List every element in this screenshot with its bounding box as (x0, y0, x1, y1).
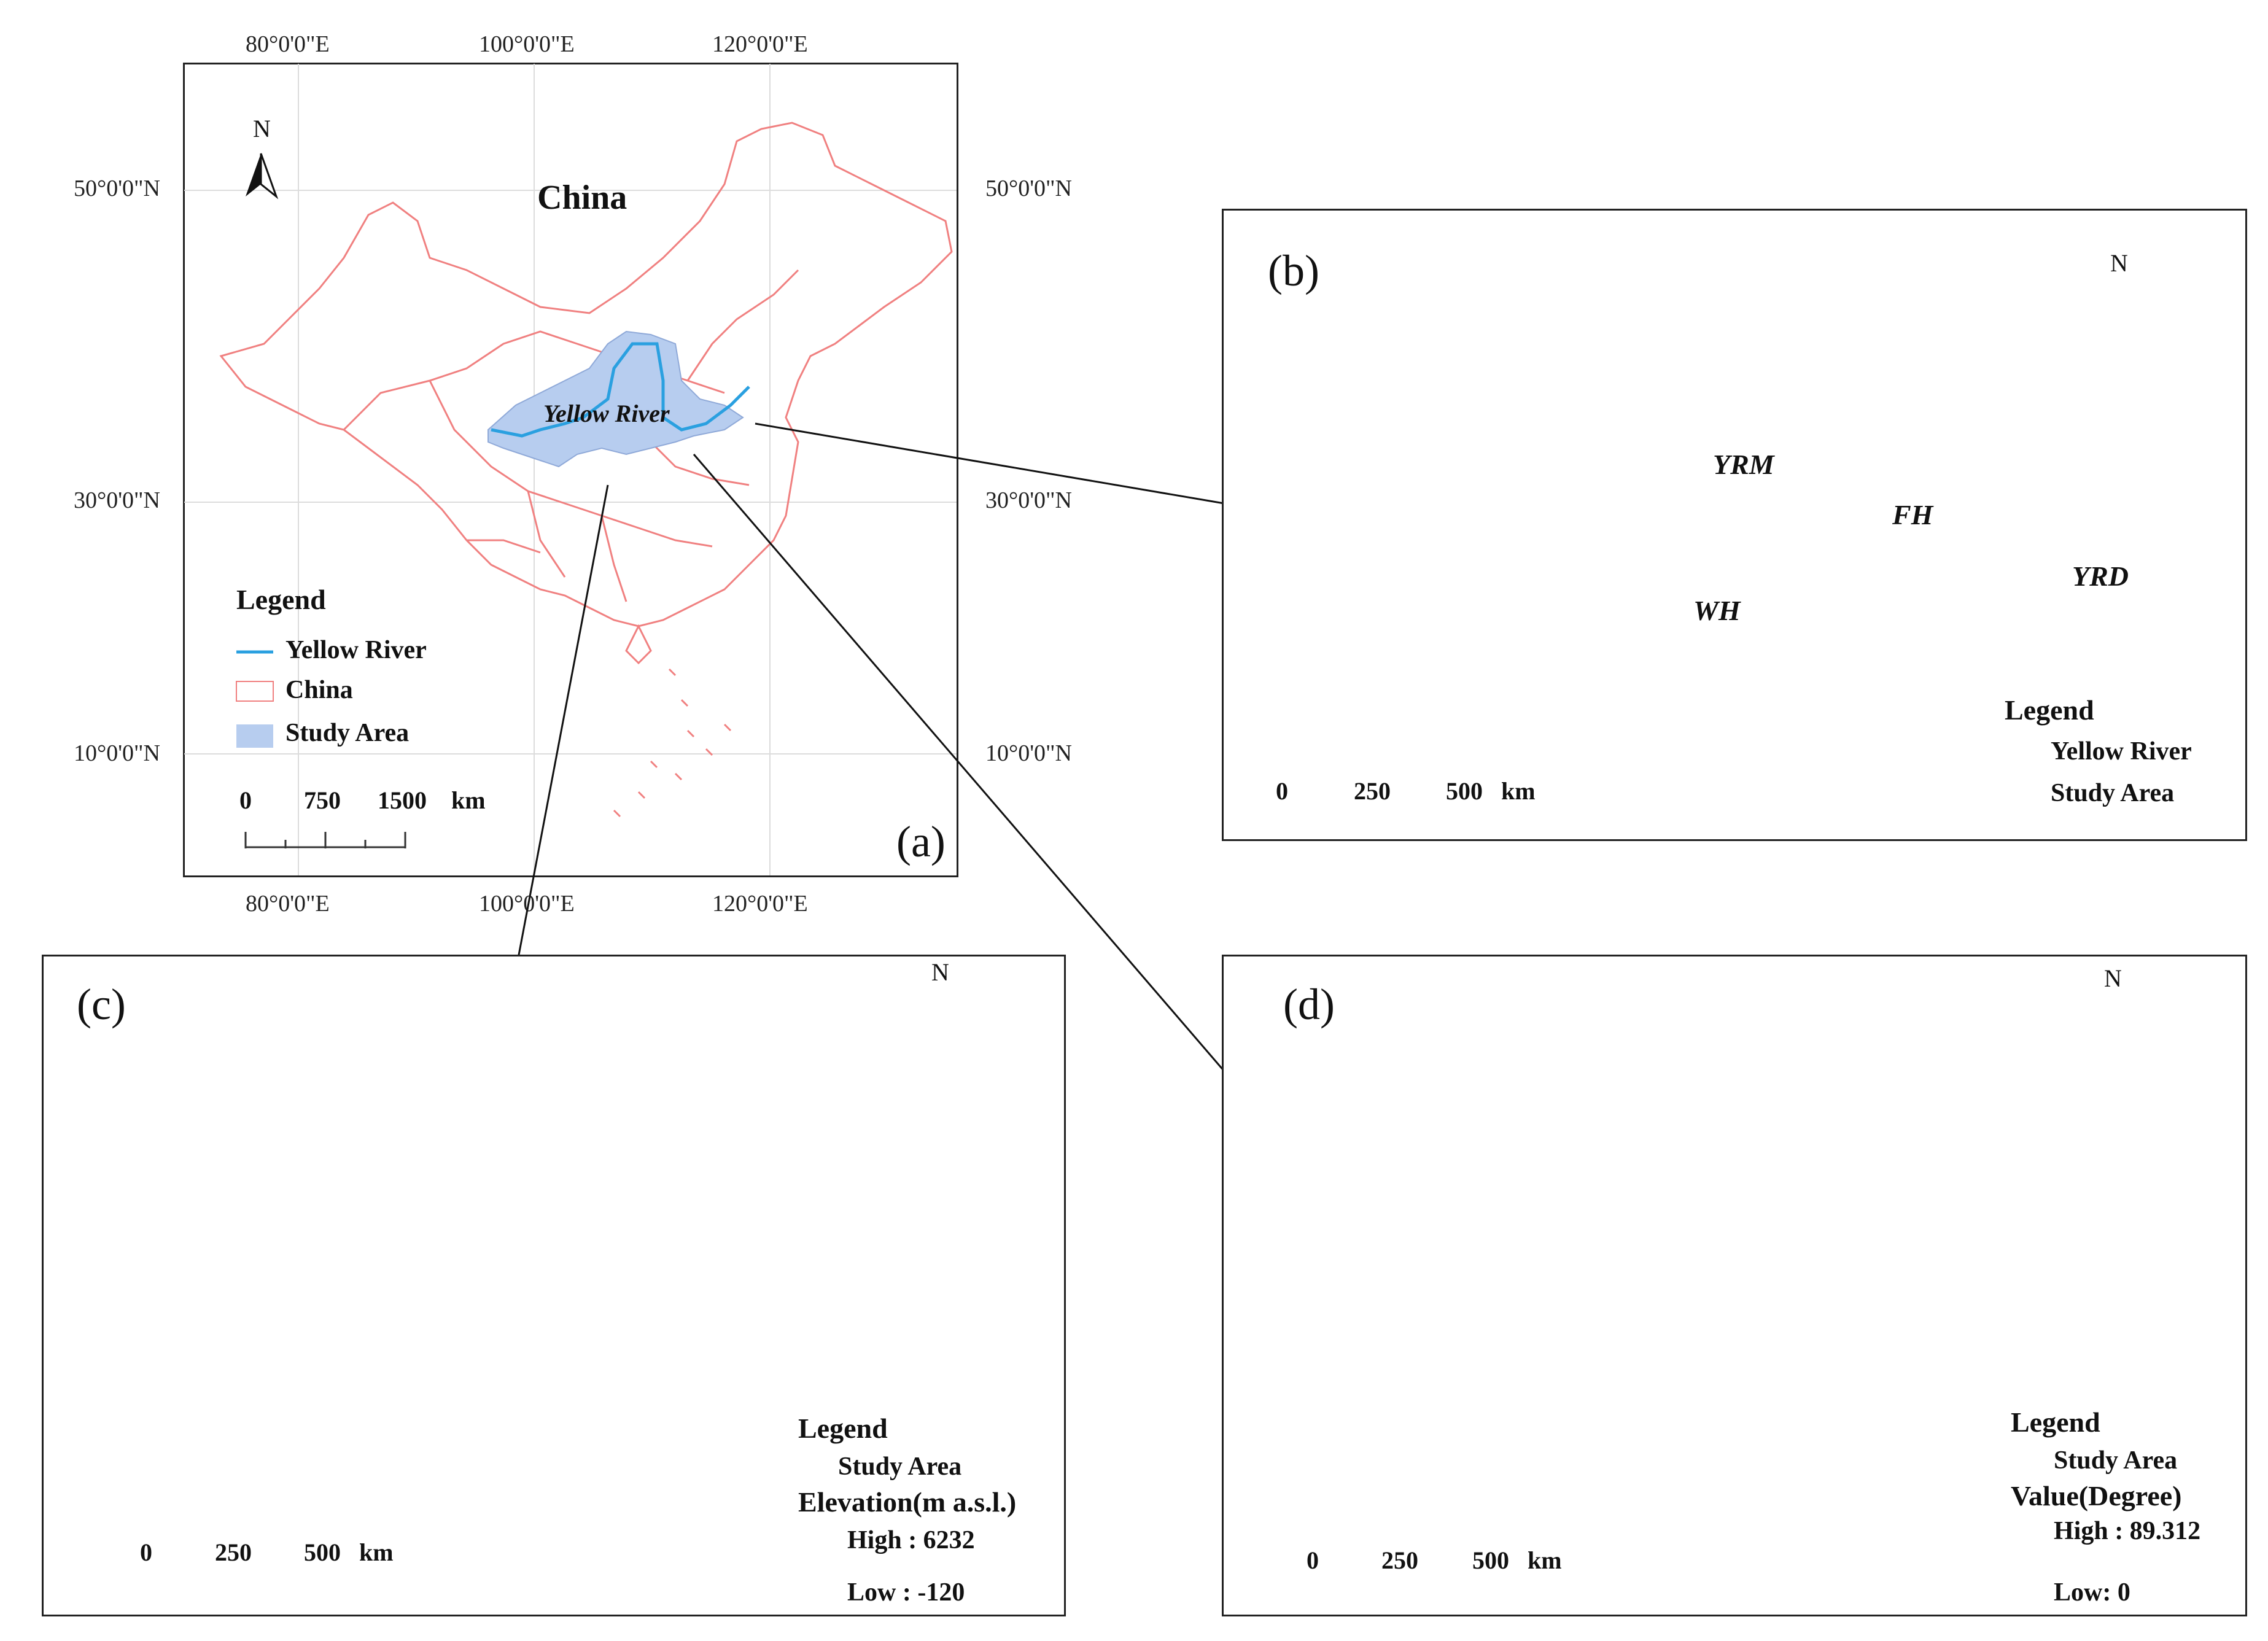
legend-title-c: Legend (798, 1413, 888, 1444)
scale-c-250: 250 (215, 1538, 252, 1566)
panel-a-label: (a) (896, 817, 946, 866)
slope-title: Value(Degree) (2011, 1480, 2182, 1511)
scale-b-0: 0 (1276, 777, 1288, 805)
right-coord-30n: 30°0'0"N (985, 487, 1072, 513)
north-label-a: N (253, 115, 271, 142)
legend-china-swatch-a (236, 681, 274, 702)
north-label-c: N (931, 958, 949, 986)
bottom-coord-120e: 120°0'0"E (712, 891, 808, 917)
scale-d-250: 250 (1381, 1546, 1418, 1574)
elevation-high: High : 6232 (847, 1526, 975, 1554)
region-wh: WH (1693, 595, 1741, 626)
top-coord-80e: 80°0'0"E (246, 31, 330, 57)
legend-study-d: Study Area (2054, 1446, 2178, 1475)
panel-c-frame (42, 955, 1066, 1616)
top-coord-120e: 120°0'0"E (712, 31, 808, 57)
scale-c-500: 500 (304, 1538, 341, 1566)
elevation-title: Elevation(m a.s.l.) (798, 1486, 1017, 1518)
right-coord-50n: 50°0'0"N (985, 176, 1072, 201)
scale-c-0: 0 (140, 1538, 152, 1566)
yellow-river-a (491, 342, 750, 438)
china-label: China (537, 179, 627, 217)
panel-a-frame (183, 63, 958, 877)
north-arrow-a (246, 153, 279, 200)
panel-b-label: (b) (1268, 246, 1319, 295)
study-area-a (487, 330, 744, 468)
scale-d-0: 0 (1307, 1546, 1319, 1574)
legend-title-d: Legend (2011, 1406, 2100, 1438)
scale-c-km: km (359, 1538, 394, 1566)
legend-study-c: Study Area (838, 1453, 962, 1481)
left-coord-10n: 10°0'0"N (74, 740, 160, 766)
scale-a-km: km (451, 786, 486, 814)
right-coord-10n: 10°0'0"N (985, 740, 1072, 766)
scale-a-0: 0 (239, 786, 252, 814)
panel-c-label: (c) (77, 980, 126, 1029)
legend-study-a: Study Area (285, 719, 410, 747)
scale-a-750: 750 (304, 786, 341, 814)
north-label-b: N (2110, 249, 2128, 277)
scale-b-250: 250 (1354, 777, 1391, 805)
slope-low: Low: 0 (2054, 1578, 2130, 1607)
region-fh: FH (1892, 499, 1933, 530)
bottom-coord-80e: 80°0'0"E (246, 891, 330, 917)
scale-bar-a (244, 832, 406, 848)
legend-study-swatch-a (236, 724, 273, 748)
elevation-low: Low : -120 (847, 1578, 965, 1607)
panel-d-frame (1222, 955, 2247, 1616)
legend-river-b: Yellow River (2051, 737, 2192, 766)
scale-d-km: km (1528, 1546, 1562, 1574)
south-sea-islands (613, 668, 732, 818)
region-yrm: YRM (1713, 449, 1774, 480)
legend-title-b: Legend (2005, 694, 2094, 726)
panel-d-label: (d) (1283, 980, 1335, 1029)
left-coord-50n: 50°0'0"N (74, 176, 160, 201)
top-coord-100e: 100°0'0"E (479, 31, 575, 57)
legend-china-a: China (285, 676, 353, 704)
scale-a-1500: 1500 (378, 786, 427, 814)
legend-river-a: Yellow River (285, 636, 427, 664)
graticule (184, 64, 957, 875)
legend-title-a: Legend (236, 584, 326, 615)
legend-study-b: Study Area (2051, 779, 2175, 807)
region-yrd: YRD (2072, 561, 2129, 592)
panel-b-frame (1222, 209, 2247, 841)
left-coord-30n: 30°0'0"N (74, 487, 160, 513)
slope-high: High : 89.312 (2054, 1517, 2201, 1545)
scale-b-500: 500 (1446, 777, 1483, 805)
scale-d-500: 500 (1472, 1546, 1509, 1574)
scale-b-km: km (1501, 777, 1536, 805)
north-label-d: N (2104, 964, 2122, 992)
yellow-river-label: Yellow River (543, 400, 670, 427)
